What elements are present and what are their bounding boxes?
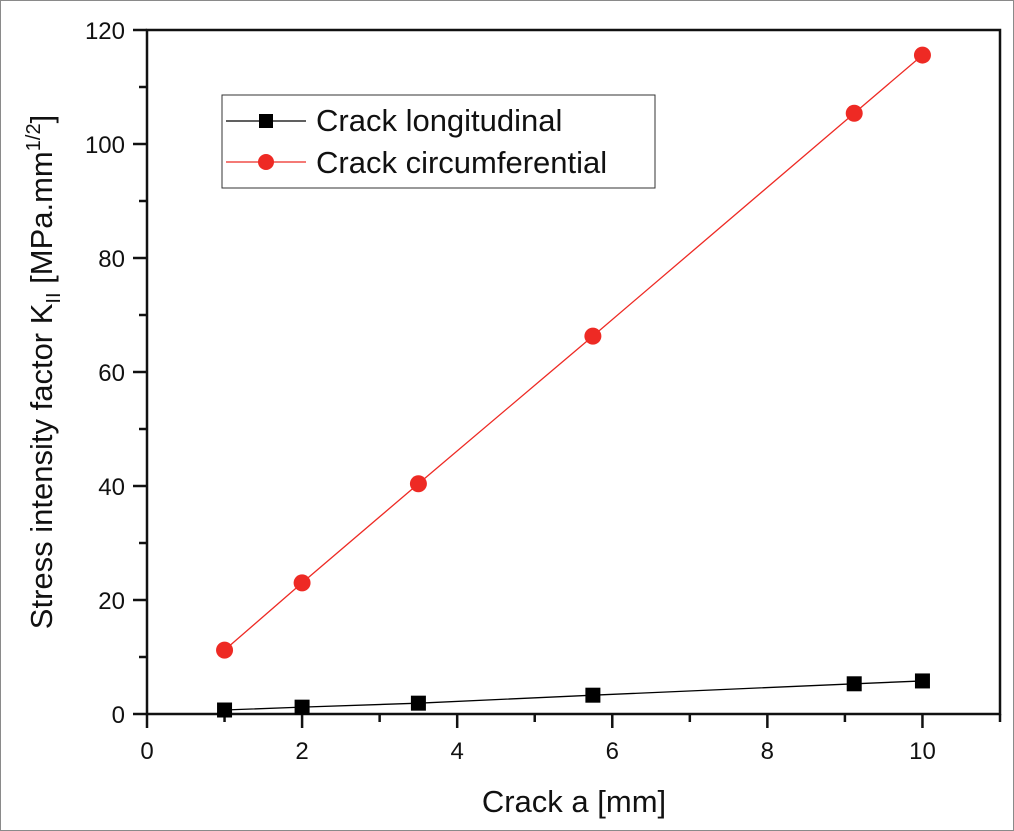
circle-marker-icon bbox=[258, 154, 274, 170]
legend-box bbox=[221, 94, 656, 189]
y-tick-label: 100 bbox=[85, 132, 125, 159]
svg-text:Crack circumferential: Crack circumferential bbox=[316, 145, 607, 180]
x-tick-label: 6 bbox=[606, 738, 619, 765]
x-tick-label: 2 bbox=[295, 738, 308, 765]
series-line bbox=[224, 680, 923, 711]
data-point bbox=[846, 676, 862, 692]
series-circumferential bbox=[216, 46, 931, 659]
x-axis-title: Crack a [mm] bbox=[482, 784, 666, 819]
data-point bbox=[913, 46, 931, 64]
data-point bbox=[293, 574, 311, 592]
x-tick-label: 10 bbox=[909, 738, 936, 765]
y-axis-tick-labels: 0 20 40 60 80 100 120 bbox=[85, 18, 125, 729]
data-point bbox=[584, 327, 602, 345]
data-point bbox=[409, 475, 427, 493]
y-axis-ticks bbox=[133, 28, 147, 716]
data-point bbox=[294, 699, 310, 715]
legend-item-circumferential: Crack circumferential bbox=[226, 145, 607, 180]
x-axis-tick-labels: 0 2 4 6 8 10 bbox=[140, 738, 935, 765]
series-line bbox=[224, 54, 923, 651]
y-tick-label: 60 bbox=[98, 360, 125, 387]
data-point bbox=[410, 695, 426, 711]
data-point bbox=[845, 104, 863, 122]
svg-text:Crack longitudinal: Crack longitudinal bbox=[316, 103, 562, 138]
y-tick-label: 120 bbox=[85, 18, 125, 45]
data-point bbox=[585, 687, 601, 703]
data-point bbox=[216, 641, 234, 659]
square-marker-icon bbox=[259, 114, 273, 128]
y-tick-label: 40 bbox=[98, 474, 125, 501]
x-tick-label: 8 bbox=[761, 738, 774, 765]
legend-item-longitudinal: Crack longitudinal bbox=[226, 103, 562, 138]
y-tick-label: 0 bbox=[112, 702, 125, 729]
y-tick-label: 20 bbox=[98, 588, 125, 615]
series-layer bbox=[216, 46, 931, 718]
data-point bbox=[914, 673, 930, 689]
data-point bbox=[217, 702, 233, 718]
series-longitudinal bbox=[217, 673, 930, 718]
x-tick-label: 0 bbox=[140, 738, 153, 765]
y-axis-title: Stress intensity factor KII [MPa.mm1/2] bbox=[23, 115, 65, 629]
x-tick-label: 4 bbox=[451, 738, 464, 765]
x-axis-ticks bbox=[145, 714, 1002, 728]
legend: Crack longitudinal Crack circumferential bbox=[221, 94, 656, 189]
y-tick-label: 80 bbox=[98, 246, 125, 273]
